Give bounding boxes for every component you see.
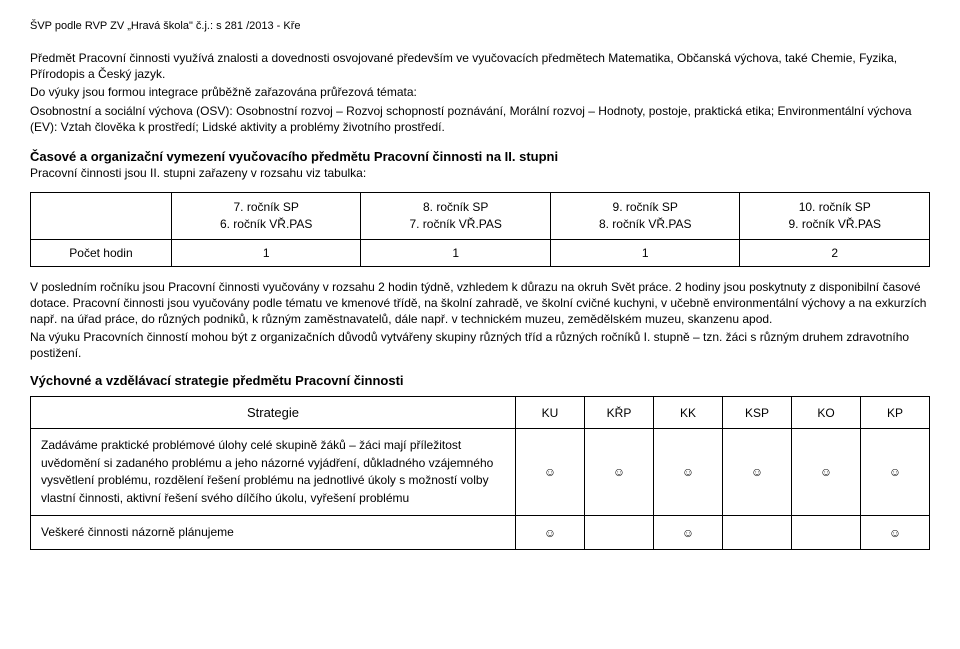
col-kp: KP [861, 397, 930, 429]
hours-label: Počet hodin [31, 239, 172, 266]
table-row: Veškeré činnosti názorně plánujeme ☺ ☺ ☺ [31, 516, 930, 550]
mark: ☺ [585, 429, 654, 516]
strategy-row-0: Zadáváme praktické problémové úlohy celé… [31, 429, 516, 516]
hours-1: 1 [361, 239, 551, 266]
strategy-table: Strategie KU KŘP KK KSP KO KP Zadáváme p… [30, 396, 930, 550]
mark [723, 516, 792, 550]
table-row: Zadáváme praktické problémové úlohy celé… [31, 429, 930, 516]
mark [585, 516, 654, 550]
intro-p2: Do výuky jsou formou integrace průběžně … [30, 84, 930, 100]
grade-table: 7. ročník SP 6. ročník VŘ.PAS 8. ročník … [30, 192, 930, 267]
mark [792, 516, 861, 550]
grade-col-3: 10. ročník SP 9. ročník VŘ.PAS [740, 192, 930, 239]
mark: ☺ [861, 516, 930, 550]
strategy-row-1: Veškeré činnosti názorně plánujeme [31, 516, 516, 550]
grade-l2: 8. ročník VŘ.PAS [561, 216, 730, 233]
mark: ☺ [792, 429, 861, 516]
hours-3: 2 [740, 239, 930, 266]
col-ko: KO [792, 397, 861, 429]
strategy-title: Výchovné a vzdělávací strategie předmětu… [30, 373, 930, 388]
mark: ☺ [723, 429, 792, 516]
mark: ☺ [861, 429, 930, 516]
note-p2: Na výuku Pracovních činností mohou být z… [30, 329, 930, 361]
hours-2: 1 [550, 239, 740, 266]
grade-blank [31, 192, 172, 239]
col-ksp: KSP [723, 397, 792, 429]
grade-l2: 7. ročník VŘ.PAS [371, 216, 540, 233]
col-kk: KK [654, 397, 723, 429]
mark: ☺ [516, 429, 585, 516]
time-sub: Pracovní činnosti jsou II. stupni zařaze… [30, 166, 930, 180]
note-p1: V posledním ročníku jsou Pracovní činnos… [30, 279, 930, 328]
time-title: Časové a organizační vymezení vyučovacíh… [30, 149, 930, 164]
grade-col-1: 8. ročník SP 7. ročník VŘ.PAS [361, 192, 551, 239]
intro-p3: Osobnostní a sociální výchova (OSV): Oso… [30, 103, 930, 135]
strategy-header: Strategie [31, 397, 516, 429]
grade-l1: 8. ročník SP [371, 199, 540, 216]
grade-l1: 10. ročník SP [750, 199, 919, 216]
mark: ☺ [654, 429, 723, 516]
doc-header: ŠVP podle RVP ZV „Hravá škola" č.j.: s 2… [30, 20, 930, 32]
intro-p1: Předmět Pracovní činnosti využívá znalos… [30, 50, 930, 82]
mark: ☺ [654, 516, 723, 550]
mark: ☺ [516, 516, 585, 550]
grade-col-2: 9. ročník SP 8. ročník VŘ.PAS [550, 192, 740, 239]
col-ku: KU [516, 397, 585, 429]
table-row: 7. ročník SP 6. ročník VŘ.PAS 8. ročník … [31, 192, 930, 239]
col-krp: KŘP [585, 397, 654, 429]
grade-l1: 7. ročník SP [182, 199, 351, 216]
table-row: Strategie KU KŘP KK KSP KO KP [31, 397, 930, 429]
grade-l2: 9. ročník VŘ.PAS [750, 216, 919, 233]
grade-l2: 6. ročník VŘ.PAS [182, 216, 351, 233]
grade-col-0: 7. ročník SP 6. ročník VŘ.PAS [171, 192, 361, 239]
grade-l1: 9. ročník SP [561, 199, 730, 216]
hours-0: 1 [171, 239, 361, 266]
table-row: Počet hodin 1 1 1 2 [31, 239, 930, 266]
